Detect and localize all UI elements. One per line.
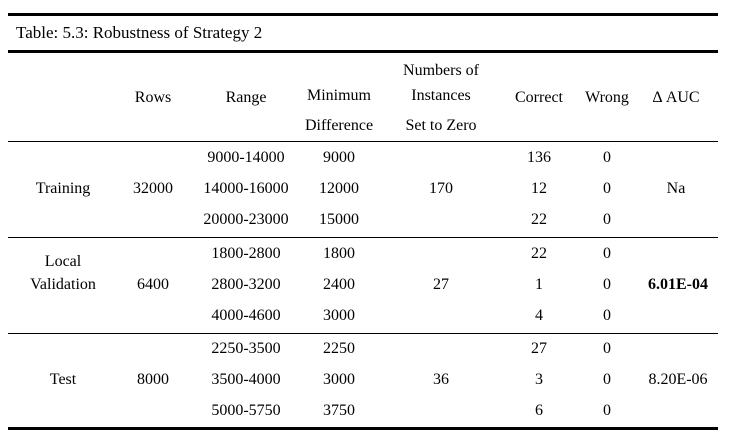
correct-value: 27 <box>531 340 547 357</box>
range-value: 20000-23000 <box>203 211 289 228</box>
group-instances: 36 <box>433 371 449 388</box>
wrong-value: 0 <box>603 180 611 197</box>
group-rule <box>8 237 718 238</box>
correct-value: 22 <box>531 245 547 262</box>
group-instances: 27 <box>433 276 449 293</box>
correct-value: 136 <box>527 149 551 166</box>
min-diff-value: 2250 <box>323 340 355 357</box>
group-rows: 6400 <box>137 276 169 293</box>
wrong-value: 0 <box>603 340 611 357</box>
range-value: 2250-3500 <box>211 340 281 357</box>
wrong-value: 0 <box>603 276 611 293</box>
group-instances: 170 <box>429 180 453 197</box>
correct-value: 4 <box>535 307 543 324</box>
min-diff-value: 3000 <box>323 371 355 388</box>
group-label-line1: Local <box>44 253 82 270</box>
correct-value: 12 <box>531 180 547 197</box>
range-value: 1800-2800 <box>211 245 281 262</box>
range-value: 3500-4000 <box>211 371 281 388</box>
wrong-value: 0 <box>603 245 611 262</box>
min-diff-value: 9000 <box>323 149 355 166</box>
correct-value: 22 <box>531 211 547 228</box>
table-top-rule <box>8 13 718 16</box>
range-value: 14000-16000 <box>203 180 289 197</box>
header-range: Range <box>225 89 267 106</box>
group-label: Test <box>49 371 77 388</box>
correct-value: 1 <box>535 276 543 293</box>
table-bottom-rule <box>8 427 718 430</box>
group-rule <box>8 333 718 334</box>
correct-value: 3 <box>535 371 543 388</box>
min-diff-value: 1800 <box>323 245 355 262</box>
group-label-line2: Validation <box>30 276 96 293</box>
range-value: 4000-4600 <box>211 307 281 324</box>
header-min-diff-line2: Difference <box>304 117 374 134</box>
table-caption: Table: 5.3: Robustness of Strategy 2 <box>16 23 263 42</box>
range-value: 9000-14000 <box>207 149 285 166</box>
header-rule <box>8 141 718 142</box>
group-rows: 8000 <box>137 371 169 388</box>
min-diff-value: 12000 <box>319 180 359 197</box>
wrong-value: 0 <box>603 149 611 166</box>
header-wrong: Wrong <box>585 89 629 106</box>
group-label: Training <box>35 180 91 197</box>
header-rows: Rows <box>134 89 172 106</box>
wrong-value: 0 <box>603 307 611 324</box>
header-delta-auc: Δ AUC <box>652 89 700 106</box>
header-instances-line3: Set to Zero <box>405 117 477 134</box>
header-instances-line2: Instances <box>411 87 471 104</box>
range-value: 5000-5750 <box>211 402 281 419</box>
wrong-value: 0 <box>603 402 611 419</box>
group-rows: 32000 <box>133 180 173 197</box>
header-min-diff-line1: Minimum <box>306 87 372 104</box>
group-delta-auc: 6.01E-04 <box>648 276 708 293</box>
correct-value: 6 <box>535 402 543 419</box>
group-delta-auc: Na <box>666 180 686 197</box>
min-diff-value: 3750 <box>323 402 355 419</box>
min-diff-value: 3000 <box>323 307 355 324</box>
caption-rule <box>8 50 718 53</box>
group-delta-auc: 8.20E-06 <box>648 371 708 388</box>
header-instances-line1: Numbers of <box>403 62 479 79</box>
min-diff-value: 2400 <box>323 276 355 293</box>
range-value: 2800-3200 <box>211 276 281 293</box>
header-correct: Correct <box>515 89 563 106</box>
wrong-value: 0 <box>603 371 611 388</box>
wrong-value: 0 <box>603 211 611 228</box>
min-diff-value: 15000 <box>319 211 359 228</box>
